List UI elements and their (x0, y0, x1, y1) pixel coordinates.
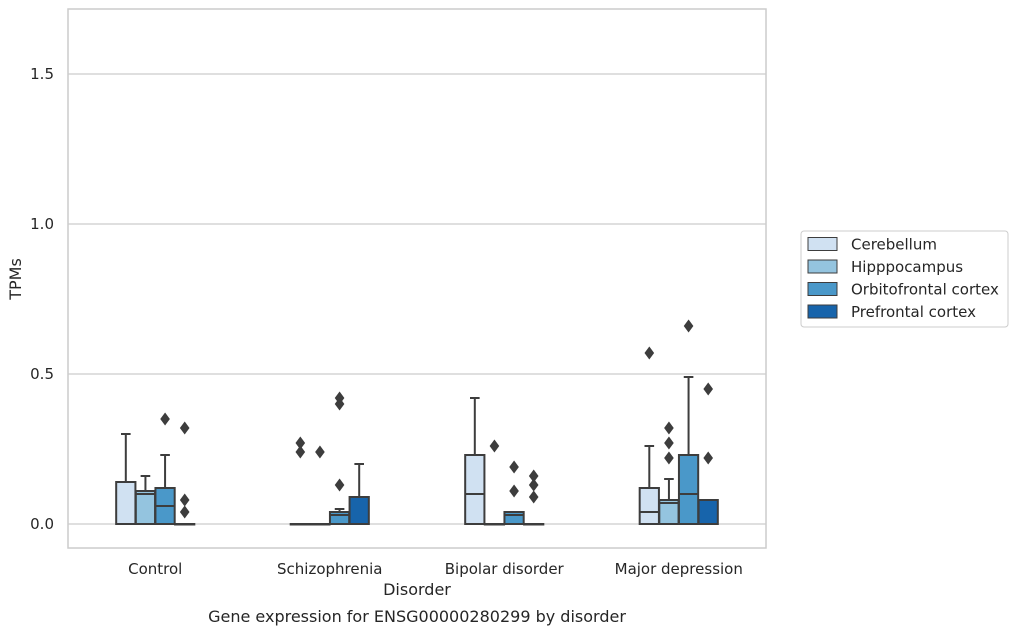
box-prefrontal-cortex (523, 469, 545, 526)
outlier-point (295, 436, 306, 450)
outlier-point (528, 478, 539, 492)
boxes (115, 319, 719, 526)
outlier-point (509, 484, 519, 498)
legend-swatch (807, 282, 838, 296)
x-tick-label: Bipolar disorder (445, 560, 565, 578)
outlier-point (664, 451, 674, 465)
outlier-point (703, 451, 714, 465)
box-orbitofrontal-cortex (503, 460, 525, 525)
box-orbitofrontal-cortex (677, 319, 700, 525)
box-cerebellum (289, 436, 311, 526)
outlier-point (683, 319, 694, 333)
box-hipppocampus (483, 439, 506, 526)
box-prefrontal-cortex (174, 421, 196, 526)
y-tick-label: 1.0 (30, 215, 54, 233)
legend-swatch (807, 259, 838, 274)
outlier-point (179, 505, 190, 519)
box-body (134, 490, 157, 525)
outlier-point (528, 490, 539, 504)
box-body (677, 454, 700, 525)
plot-frame (67, 8, 767, 549)
x-tick-labels: Control Schizophrenia Bipolar disorder Majo… (128, 560, 743, 578)
legend-label: Cerebellum (851, 236, 937, 254)
legend-label: Prefrontal cortex (851, 303, 976, 321)
box-cerebellum (115, 433, 137, 525)
box-orbitofrontal-cortex (154, 412, 176, 525)
box-hipppocampus (309, 445, 331, 526)
chart-caption: Gene expression for ENSG00000280299 by d… (208, 607, 626, 626)
box-cerebellum (464, 397, 486, 525)
y-tick-labels: 0.00.51.01.52.02.53.0 (30, 65, 54, 533)
legend: Cerebellum Hipppocampus Orbitofrontal cort… (800, 230, 1009, 328)
outlier-point (160, 412, 170, 426)
box-body (348, 496, 370, 525)
box-cerebellum (638, 346, 660, 525)
outlier-point (179, 493, 190, 507)
y-tick-label: 0.5 (30, 365, 54, 383)
outlier-point (489, 439, 500, 453)
outlier-point (179, 421, 190, 435)
legend-frame (800, 230, 1009, 328)
legend-swatch (807, 304, 838, 319)
y-tick-label: 0.0 (30, 515, 54, 533)
gridlines (68, 73, 766, 525)
legend-swatch (807, 237, 838, 251)
y-tick-label: 1.5 (30, 65, 54, 83)
outlier-point (664, 436, 674, 450)
box-prefrontal-cortex (697, 382, 719, 525)
x-tick-label: Schizophrenia (277, 560, 382, 578)
box-body (464, 454, 486, 525)
box-orbitofrontal-cortex (328, 391, 351, 525)
outlier-point (334, 391, 345, 405)
outlier-point (644, 346, 655, 360)
outlier-point (334, 478, 345, 492)
y-axis-label: TPMs (6, 258, 25, 301)
legend-label: Orbitofrontal cortex (851, 281, 999, 299)
outlier-point (528, 469, 539, 483)
box-hipppocampus (134, 475, 157, 525)
box-body (503, 511, 525, 525)
box-body (115, 481, 137, 525)
outlier-point (703, 382, 714, 396)
box-hipppocampus (658, 421, 680, 525)
box-body (697, 499, 719, 525)
outlier-point (295, 445, 306, 459)
box-prefrontal-cortex (348, 463, 370, 525)
legend-label: Hipppocampus (851, 258, 963, 276)
x-tick-label: Control (128, 560, 182, 578)
outlier-point (664, 421, 674, 435)
x-tick-label: Major depression (615, 560, 743, 578)
outlier-point (509, 460, 519, 474)
box-body (638, 487, 660, 525)
outlier-point (315, 445, 325, 459)
x-axis-label: Disorder (383, 580, 451, 599)
box-body (328, 511, 351, 525)
